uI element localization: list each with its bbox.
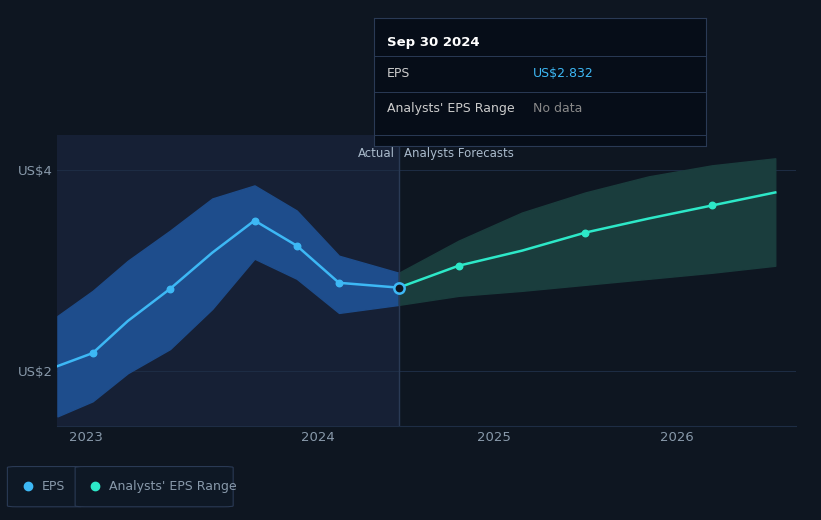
Point bbox=[333, 279, 346, 287]
Text: US$2.832: US$2.832 bbox=[533, 67, 594, 80]
FancyBboxPatch shape bbox=[76, 466, 233, 507]
Point bbox=[452, 262, 466, 270]
Point bbox=[248, 216, 261, 225]
Text: Analysts Forecasts: Analysts Forecasts bbox=[405, 147, 514, 160]
Point bbox=[392, 283, 406, 292]
Point bbox=[290, 241, 303, 250]
Point bbox=[705, 201, 718, 210]
Bar bbox=[399, 135, 796, 426]
Text: No data: No data bbox=[533, 102, 583, 115]
Text: Analysts' EPS Range: Analysts' EPS Range bbox=[387, 102, 515, 115]
Text: Actual: Actual bbox=[358, 147, 395, 160]
Point bbox=[163, 284, 177, 293]
Text: EPS: EPS bbox=[387, 67, 410, 80]
Bar bbox=[57, 135, 399, 426]
Text: EPS: EPS bbox=[41, 479, 65, 493]
FancyBboxPatch shape bbox=[7, 466, 85, 507]
Text: Analysts' EPS Range: Analysts' EPS Range bbox=[109, 479, 236, 493]
Point bbox=[579, 228, 592, 237]
Text: Sep 30 2024: Sep 30 2024 bbox=[387, 36, 479, 49]
Point bbox=[86, 349, 99, 357]
